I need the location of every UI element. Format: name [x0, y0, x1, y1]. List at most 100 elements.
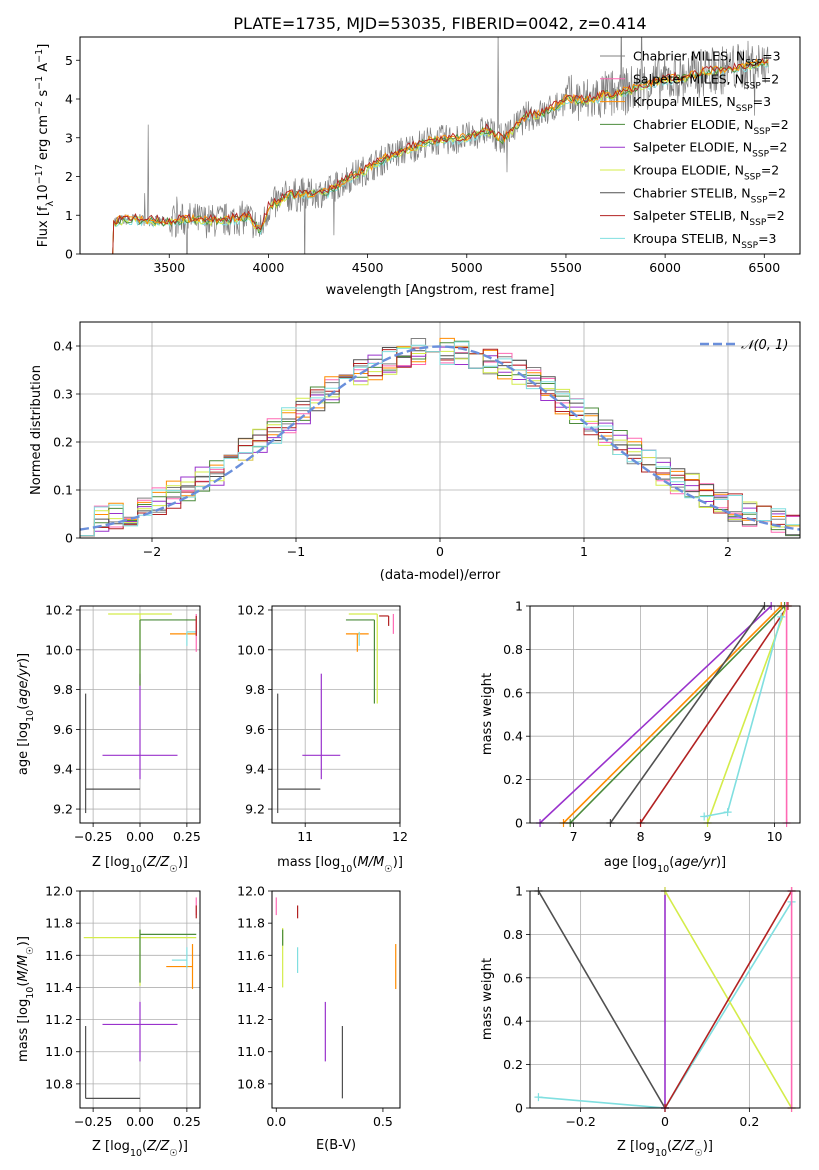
label-part: s — [36, 90, 51, 101]
x-tick-label: 10 — [767, 829, 783, 844]
massweight_vs_Z-ticks: −0.2 0 0.2 0 0.2 0.4 0.6 0.8 1 — [503, 884, 759, 1130]
label-part: −1 — [34, 49, 45, 63]
spectrum-panel: 3500 4000 4500 5000 5500 6000 6500 0 1 2 3 4 5 wavele… — [34, 36, 801, 298]
y-tick-label: 11.4 — [237, 980, 265, 995]
age_vs_mass-panel: 11 12 9.2 9.4 9.6 9.8 10.0 10.2 mass [log10(M/M☉… — [237, 602, 408, 874]
y-tick-label: 0 — [515, 1101, 523, 1116]
series-line — [562, 606, 782, 823]
y-tick-label: 10.0 — [45, 642, 73, 657]
legend-entry: Chabrier STELIB, NSSP=2 — [633, 185, 786, 205]
label-part: M/M — [16, 955, 31, 982]
legend-sub: SSP — [741, 241, 758, 251]
label-part: Flux [f — [36, 206, 51, 247]
legend-entry: 𝒩(0, 1) — [741, 338, 788, 353]
label-part: 10 — [130, 864, 142, 875]
y-tick-label: 0.2 — [503, 1057, 523, 1072]
y-axis-label: Flux [fλ10−17 erg cm−2 s−1 A−1] — [34, 44, 56, 248]
label-part: ☉ — [384, 864, 393, 875]
x-axis-label: Z [log10(Z/Z☉)] — [617, 1139, 713, 1159]
y-axis-label: mass weight — [480, 673, 495, 755]
x-tick-label: 1 — [580, 544, 588, 559]
y-tick-label: 0.4 — [503, 1014, 523, 1029]
y-tick-label: 5 — [65, 53, 73, 68]
mass_vs_Z-grid — [80, 890, 200, 1108]
massweight_vs_age-grid — [530, 605, 800, 824]
y-tick-label: 11.8 — [45, 916, 73, 931]
x-tick-label: 2 — [724, 544, 732, 559]
label-part: Z [log — [92, 855, 130, 870]
observed-spectrum-line — [112, 37, 769, 254]
age_vs_mass-grid — [272, 606, 401, 823]
y-axis-label: Normed distribution — [29, 365, 44, 495]
y-tick-label: 0 — [65, 247, 73, 262]
y-tick-label: 11.0 — [237, 1044, 265, 1059]
label-part: erg cm — [36, 115, 51, 164]
y-tick-label: 1 — [515, 599, 523, 614]
x-tick-label: 0.0 — [266, 1114, 286, 1129]
x-tick-label: 4500 — [352, 260, 384, 275]
y-tick-label: 11.4 — [45, 980, 73, 995]
errorbar-point — [186, 631, 197, 646]
legend-tail: =2 — [761, 71, 779, 86]
y-tick-label: 11.2 — [45, 1012, 73, 1027]
x-tick-label: 0.2 — [739, 1114, 759, 1129]
histogram-step — [80, 341, 800, 537]
label-part: 10 — [657, 864, 669, 875]
x-axis-label: Z [log10(Z/Z☉)] — [92, 855, 188, 875]
mass_vs_ebv-ticks: 0.0 0.5 10.8 11.0 11.2 11.4 11.6 11.8 12.0 — [237, 884, 393, 1130]
x-tick-label: 0.00 — [126, 829, 154, 844]
y-tick-label: 0.2 — [53, 435, 73, 450]
label-part: ] — [36, 44, 51, 49]
label-part: )] — [393, 855, 403, 870]
y-tick-label: 9.4 — [245, 762, 265, 777]
legend-label: Kroupa STELIB, N — [633, 231, 741, 246]
y-tick-label: 2 — [65, 169, 73, 184]
legend-sub: SSP — [744, 173, 761, 183]
errorbar-point — [139, 929, 197, 983]
figure-title: PLATE=1735, MJD=53035, FIBERID=0042, z=0… — [233, 14, 646, 33]
legend-label: Salpeter STELIB, N — [633, 208, 749, 223]
label-part: −1 — [34, 76, 45, 90]
x-axis-label: E(B-V) — [316, 1138, 356, 1153]
y-tick-label: 10.8 — [237, 1076, 265, 1091]
legend-tail: =2 — [766, 208, 784, 223]
label-part: age [log — [604, 855, 657, 870]
legend-label: Chabrier ELODIE, N — [633, 117, 753, 132]
legend-entry: Salpeter STELIB, NSSP=2 — [633, 208, 785, 228]
label-part: )] — [716, 855, 726, 870]
label-part: 10 — [36, 184, 51, 201]
y-tick-label: 11.6 — [237, 948, 265, 963]
massweight_vs_Z-frame — [529, 890, 801, 1109]
y-tick-label: 0.4 — [503, 729, 523, 744]
label-part: ( — [16, 982, 31, 987]
age_vs_mass-ticks: 11 12 9.2 9.4 9.6 9.8 10.0 10.2 — [237, 602, 408, 844]
y-tick-label: 0.6 — [503, 685, 523, 700]
histogram-step — [80, 346, 800, 537]
label-part: −17 — [34, 164, 45, 184]
legend-sub: SSP — [749, 218, 766, 228]
label-part: age/yr — [16, 661, 31, 704]
x-tick-label: 3500 — [153, 260, 185, 275]
residuals-panel: −2 −1 0 1 2 0 0.1 0.2 0.3 0.4 (data-model)/error No… — [29, 321, 801, 583]
label-part: 10 — [25, 987, 36, 999]
x-tick-label: 8 — [637, 829, 645, 844]
errorbar-point — [166, 944, 194, 990]
legend-tail: =3 — [758, 231, 776, 246]
label-part: ☉ — [169, 1148, 178, 1159]
x-tick-label: −0.2 — [565, 1114, 595, 1129]
y-tick-label: 10.2 — [45, 602, 73, 617]
label-part: )] — [16, 936, 31, 946]
mass_vs_Z-frame — [79, 890, 201, 1109]
y-tick-label: 0.8 — [503, 927, 523, 942]
label-part: 10 — [340, 864, 352, 875]
label-part: Z/Z — [146, 855, 170, 870]
legend-sub: SSP — [744, 81, 761, 91]
errorbar-point — [171, 947, 188, 969]
mass_vs_Z-ticks: −0.25 0.00 0.25 10.8 11.0 11.2 11.4 11.6 11.8 12.… — [45, 884, 201, 1130]
label-part: ( — [669, 855, 674, 870]
y-tick-label: 0.1 — [53, 483, 73, 498]
legend-label: Salpeter ELODIE, N — [633, 140, 752, 155]
legend-tail: =2 — [770, 117, 788, 132]
